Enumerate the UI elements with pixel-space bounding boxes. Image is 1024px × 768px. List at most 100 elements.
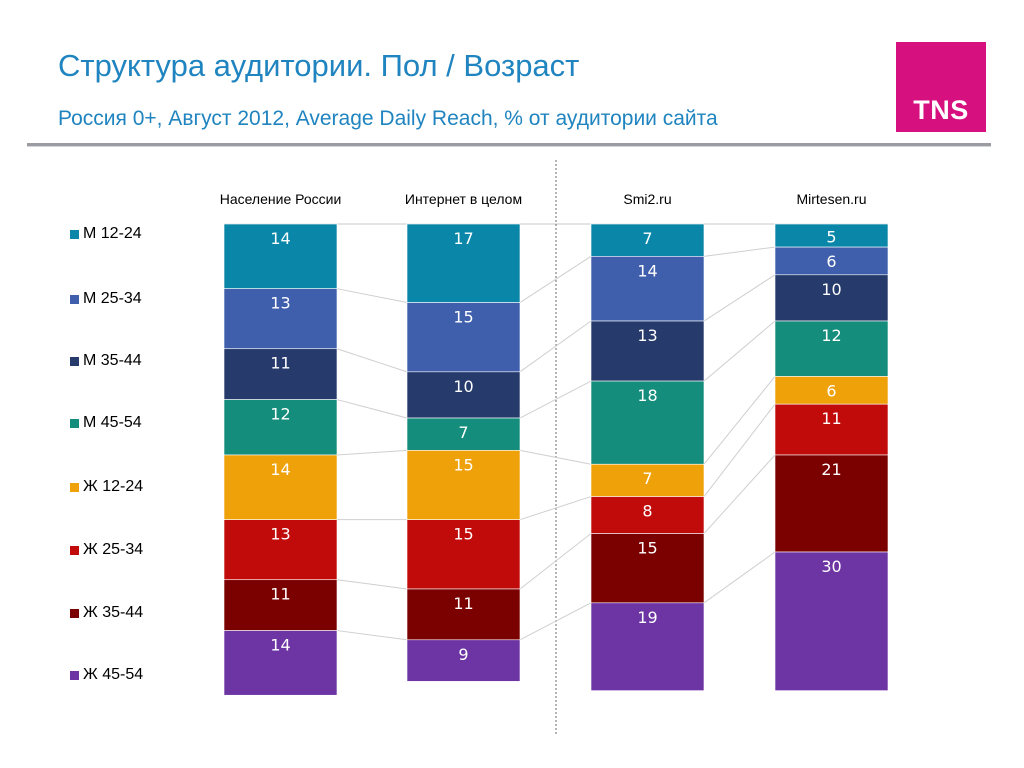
legend-item: Ж 25-34 — [70, 540, 143, 560]
data-label: 12 — [821, 326, 841, 345]
data-label: 13 — [270, 525, 290, 544]
data-label: 14 — [270, 229, 290, 248]
tns-logo: TNS — [896, 42, 986, 132]
bar-segment — [590, 223, 705, 257]
bar-segment — [774, 246, 889, 276]
category-label: Интернет в целом — [405, 191, 522, 207]
connector-line — [336, 288, 408, 304]
legend-swatch — [70, 356, 79, 366]
connector-line — [336, 630, 408, 641]
bar-segment — [774, 376, 889, 405]
connector-line — [703, 246, 776, 257]
connector-lines — [336, 246, 776, 641]
legend-swatch — [70, 545, 79, 555]
data-label: 10 — [453, 377, 473, 396]
data-label: 15 — [637, 539, 657, 558]
legend-item: Ж 45-54 — [70, 665, 143, 685]
connector-line — [519, 255, 592, 303]
bar-segment — [406, 450, 521, 520]
data-label: 10 — [821, 280, 841, 299]
bar-segment — [774, 551, 889, 691]
data-label: 12 — [270, 405, 290, 424]
bar-segment — [223, 288, 338, 350]
data-label: 13 — [270, 294, 290, 313]
bar-segment — [406, 223, 521, 303]
connector-line — [703, 551, 776, 604]
legend-label: М 25-34 — [83, 290, 142, 307]
bar-segment — [406, 519, 521, 590]
connector-line — [519, 320, 592, 373]
bar-segment — [590, 602, 705, 691]
bar-segment — [590, 256, 705, 322]
data-label: 9 — [458, 645, 468, 664]
data-label: 11 — [270, 354, 290, 373]
legend-swatch — [70, 670, 79, 680]
data-label: 15 — [453, 525, 473, 544]
bar-segment — [223, 579, 338, 631]
legend-item: М 35-44 — [70, 351, 142, 371]
connector-line — [519, 449, 592, 465]
bar-segment — [223, 399, 338, 456]
legend-label: Ж 35-44 — [83, 604, 144, 621]
connector-line — [703, 376, 776, 465]
data-label: 8 — [642, 502, 652, 521]
data-label: 5 — [826, 228, 836, 247]
bar-segment — [223, 223, 338, 289]
bar-segment — [223, 348, 338, 400]
connector-line — [336, 399, 408, 419]
data-label: 15 — [453, 308, 473, 327]
bar-segment — [774, 403, 889, 456]
page-subtitle: Россия 0+, Август 2012, Average Daily Re… — [58, 107, 718, 130]
bar-segment — [774, 274, 889, 322]
legend-label: Ж 25-34 — [83, 541, 144, 558]
bar-segment — [406, 639, 521, 682]
data-label: 19 — [637, 608, 657, 627]
data-label: 7 — [642, 229, 652, 248]
connector-line — [519, 380, 592, 419]
connector-line — [519, 533, 592, 590]
legend-label: М 35-44 — [83, 352, 142, 369]
legend-item: М 25-34 — [70, 289, 142, 309]
data-label: 17 — [453, 229, 473, 248]
bar-segment — [774, 320, 889, 377]
data-label: 7 — [642, 469, 652, 488]
category-label: Население России — [220, 191, 342, 207]
data-label: 14 — [637, 261, 657, 280]
bar-segment — [223, 454, 338, 520]
legend-swatch — [70, 418, 79, 428]
data-label: 15 — [453, 455, 473, 474]
data-label: 6 — [826, 381, 836, 400]
bar-segment — [590, 380, 705, 465]
legend-item: М 45-54 — [70, 413, 142, 433]
data-label: 13 — [637, 326, 657, 345]
legend-label: М 45-54 — [83, 414, 142, 431]
legend-label: Ж 45-54 — [83, 666, 144, 683]
bar-segment — [223, 630, 338, 696]
connector-line — [703, 320, 776, 382]
data-label: 18 — [637, 386, 657, 405]
header-divider — [27, 143, 991, 147]
legend-item: Ж 35-44 — [70, 603, 143, 623]
page-title: Структура аудитории. Пол / Возраст — [58, 48, 580, 83]
legend-swatch — [70, 294, 79, 304]
connector-line — [703, 274, 776, 322]
bar-segment — [406, 417, 521, 451]
legend-swatch — [70, 482, 79, 492]
connector-line — [336, 579, 408, 590]
data-label: 30 — [821, 557, 841, 576]
data-label: 21 — [821, 460, 841, 479]
connector-line — [519, 496, 592, 521]
connector-line — [336, 348, 408, 373]
data-label: 6 — [826, 252, 836, 271]
connector-line — [703, 454, 776, 534]
data-label: 14 — [270, 636, 290, 655]
data-label: 14 — [270, 460, 290, 479]
legend-item: М 12-24 — [70, 224, 142, 244]
bar-segment — [774, 454, 889, 553]
bar-segment — [406, 371, 521, 419]
bar-segment — [223, 519, 338, 581]
data-label: 11 — [821, 409, 841, 428]
data-label: 7 — [458, 423, 468, 442]
connector-line — [519, 602, 592, 641]
chart-legend: М 12-24 М 25-34 М 35-44 М 45-54 Ж 12-24 Ж 25-… — [70, 0, 210, 768]
